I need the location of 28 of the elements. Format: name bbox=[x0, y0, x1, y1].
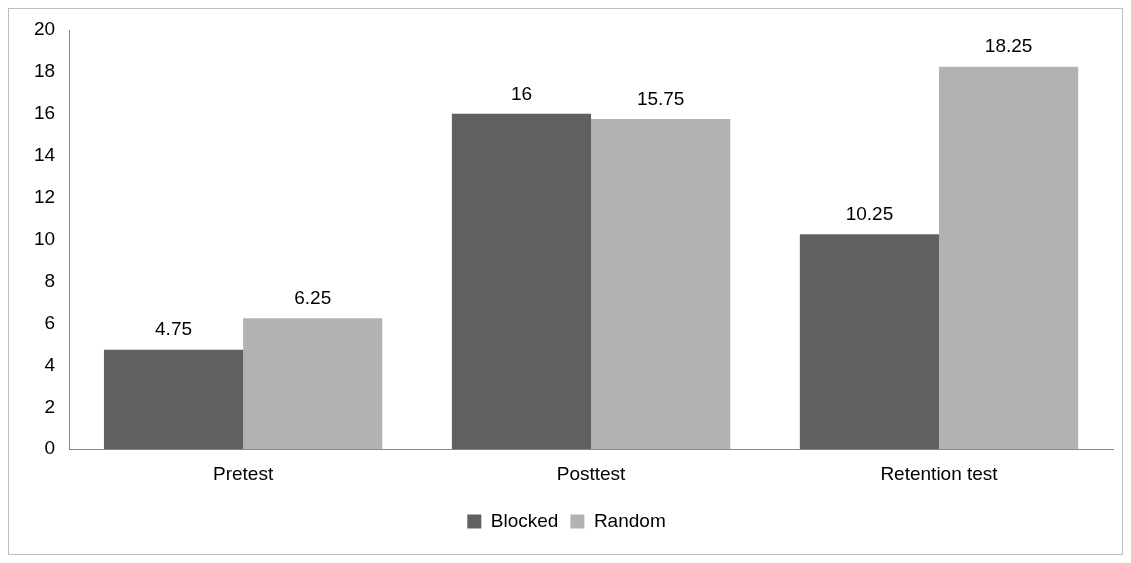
data-label: 16 bbox=[510, 82, 533, 104]
y-tick-label: 14 bbox=[33, 143, 56, 165]
data-label: 4.75 bbox=[155, 318, 193, 340]
data-label: 10.25 bbox=[845, 203, 894, 225]
bar bbox=[451, 113, 592, 450]
x-tick-label: Retention test bbox=[880, 462, 999, 484]
y-tick-label: 10 bbox=[33, 227, 56, 249]
data-label: 18.25 bbox=[984, 35, 1033, 57]
y-tick-label: 12 bbox=[33, 185, 56, 207]
y-tick-label: 20 bbox=[33, 18, 56, 40]
bar bbox=[103, 349, 244, 450]
y-tick-label: 16 bbox=[33, 102, 56, 124]
x-tick-label: Pretest bbox=[213, 462, 274, 484]
y-tick-label: 4 bbox=[44, 353, 56, 375]
bar bbox=[243, 318, 383, 450]
bar bbox=[591, 119, 731, 450]
y-tick-label: 18 bbox=[33, 60, 56, 82]
x-tick-label: Posttest bbox=[556, 462, 627, 484]
legend-label: Random bbox=[593, 509, 666, 531]
bar bbox=[799, 234, 940, 450]
legend-label: Blocked bbox=[490, 509, 559, 531]
y-tick-label: 6 bbox=[44, 311, 56, 333]
data-label: 15.75 bbox=[636, 87, 685, 109]
data-label: 6.25 bbox=[294, 286, 332, 308]
y-tick-label: 2 bbox=[44, 395, 56, 417]
y-tick-label: 8 bbox=[44, 269, 56, 291]
y-tick-label: 0 bbox=[44, 437, 56, 459]
bar bbox=[939, 66, 1079, 450]
